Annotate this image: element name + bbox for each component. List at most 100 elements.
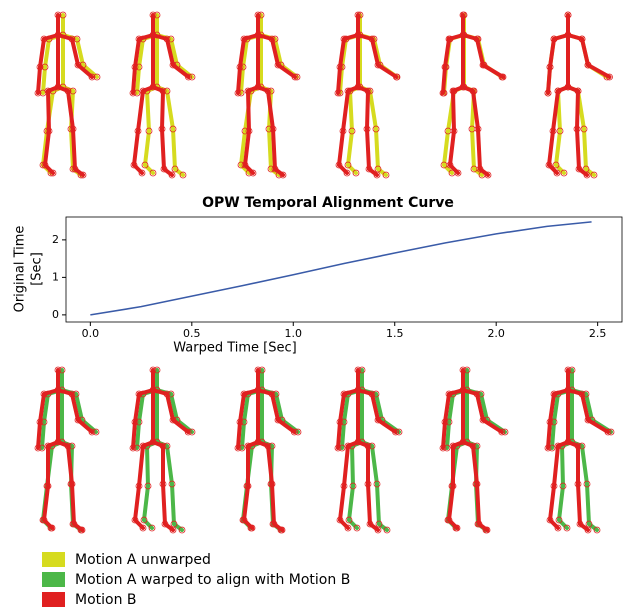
bone [38, 422, 40, 448]
bone [443, 422, 445, 448]
bone [483, 65, 503, 77]
bone [147, 446, 148, 486]
bone [340, 486, 344, 520]
bone [584, 129, 586, 169]
bone [167, 91, 173, 129]
x-tick-label: 2.0 [487, 327, 505, 340]
bone [372, 446, 377, 484]
bone [350, 91, 352, 131]
bone [367, 91, 368, 129]
bone [472, 129, 474, 169]
bone [137, 422, 139, 448]
bone [550, 486, 554, 520]
bone [135, 486, 139, 520]
bone [352, 446, 353, 486]
bone [144, 486, 148, 520]
bone [338, 422, 340, 448]
bone [138, 91, 143, 131]
x-axis-label: Warped Time [Sec] [173, 341, 296, 356]
bone [338, 67, 340, 93]
bone [162, 129, 164, 169]
bone [349, 486, 353, 520]
bone [145, 165, 153, 173]
bone [42, 422, 44, 448]
bone [139, 446, 143, 486]
bone [478, 129, 480, 169]
chart-title: OPW Temporal Alignment Curve [202, 195, 454, 211]
bone [134, 131, 138, 165]
bone [238, 67, 240, 93]
bone [587, 484, 589, 524]
plot-frame [66, 217, 622, 322]
bone [582, 39, 588, 65]
bone [548, 422, 550, 448]
bone [167, 446, 172, 484]
bone [45, 39, 49, 67]
x-tick-label: 0.5 [183, 327, 201, 340]
bone [377, 484, 379, 524]
bone [162, 91, 163, 129]
bone [554, 446, 558, 486]
bone [370, 91, 376, 129]
skeletons [35, 12, 614, 533]
bone [444, 131, 448, 165]
y-tick-label: 2 [52, 233, 59, 246]
bone [376, 129, 378, 169]
bone [443, 67, 445, 93]
bone [559, 520, 567, 528]
bone [242, 422, 244, 448]
legend-swatch [42, 572, 65, 587]
legend-label: Motion A unwarped [75, 552, 211, 568]
bone [43, 67, 45, 93]
bone [552, 422, 554, 448]
x-tick-label: 0.0 [82, 327, 100, 340]
bone [553, 91, 558, 131]
bone [344, 446, 348, 486]
y-axis-label: [Sec] [30, 252, 45, 286]
bone [550, 520, 558, 528]
bone [133, 422, 135, 448]
bone [144, 520, 152, 528]
bone [578, 484, 580, 524]
legend-label: Motion B [75, 592, 137, 608]
bone [38, 67, 40, 93]
bone [343, 91, 348, 131]
bone [73, 129, 75, 169]
bone [40, 39, 44, 67]
bone [477, 484, 479, 524]
bone [559, 486, 563, 520]
bone [549, 131, 553, 165]
data-line [90, 222, 591, 315]
bone [348, 131, 352, 165]
bone [349, 520, 357, 528]
bone [548, 67, 550, 93]
bone [340, 520, 348, 528]
x-tick-label: 1.5 [386, 327, 404, 340]
x-tick-label: 2.5 [589, 327, 607, 340]
bone [137, 67, 139, 93]
bone [449, 520, 457, 528]
x-tick-label: 1.0 [285, 327, 303, 340]
legend-label: Motion A warped to align with Motion B [75, 572, 350, 588]
bone [172, 484, 174, 524]
bone [339, 131, 343, 165]
bone [244, 520, 252, 528]
y-axis-label: Original Time [13, 226, 28, 313]
bone [339, 165, 347, 173]
bone [44, 520, 52, 528]
bone [562, 446, 563, 486]
y-tick-label: 0 [52, 308, 59, 321]
bone [453, 91, 454, 131]
figure: OPW Temporal Alignment Curve Warped Time… [0, 0, 623, 609]
bone [273, 129, 275, 169]
bone [550, 39, 554, 67]
bone [447, 422, 449, 448]
bone [368, 484, 370, 524]
legend-swatch [42, 552, 65, 567]
bone [163, 484, 165, 524]
bone [145, 131, 149, 165]
bone [269, 129, 271, 169]
bone [272, 484, 274, 524]
bone [147, 91, 149, 131]
bone [48, 91, 49, 131]
